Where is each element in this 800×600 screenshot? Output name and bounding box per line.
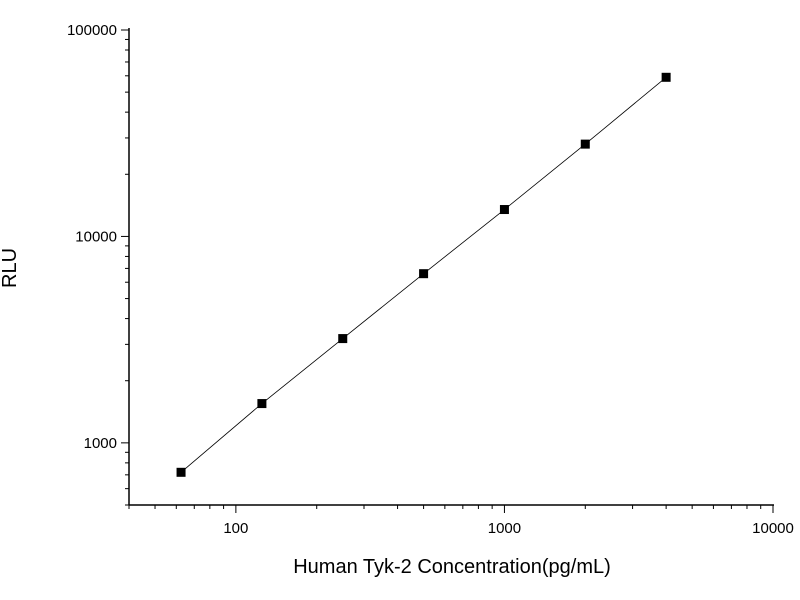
x-tick-label: 100 <box>223 520 248 537</box>
x-tick-label: 10000 <box>752 520 794 537</box>
x-tick-label: 1000 <box>488 520 521 537</box>
y-axis-title: RLU <box>0 248 21 288</box>
data-point <box>499 205 509 215</box>
data-point <box>257 399 267 409</box>
data-point <box>338 334 348 344</box>
data-point <box>580 139 590 149</box>
data-point <box>419 269 429 279</box>
y-tick-label: 100000 <box>67 22 117 39</box>
data-point <box>661 72 671 82</box>
y-tick-label: 1000 <box>84 435 117 452</box>
x-axis-title: Human Tyk-2 Concentration(pg/mL) <box>293 556 611 578</box>
axes: 100 1000 10000 1000 10000 100000 <box>67 22 794 537</box>
data-series <box>176 72 671 477</box>
data-point <box>176 467 186 477</box>
y-tick-label: 10000 <box>75 228 117 245</box>
